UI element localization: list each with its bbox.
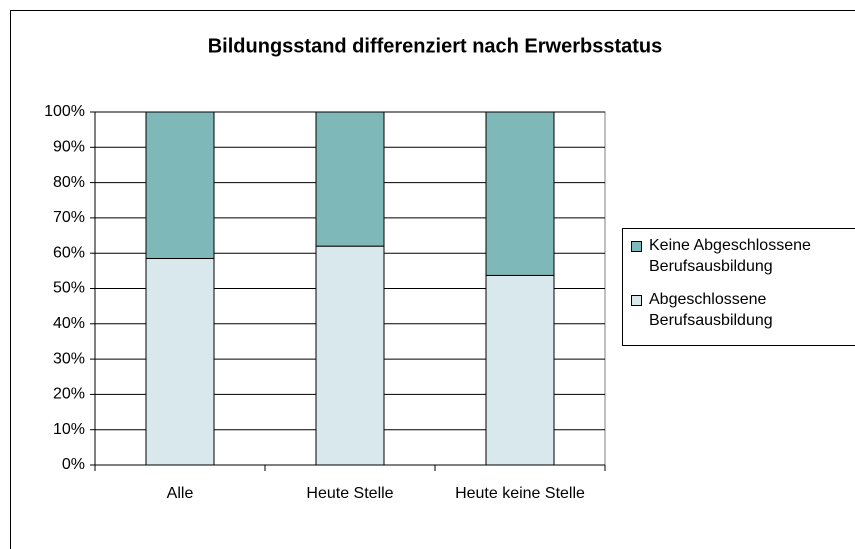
legend-swatch — [631, 241, 642, 252]
legend-item: Keine Abgeschlossene Berufsausbildung — [623, 235, 855, 277]
bar-segment — [315, 111, 385, 247]
x-tick-label: Alle — [166, 485, 194, 502]
bar-segment — [145, 257, 215, 466]
y-tick-label: 70% — [53, 209, 85, 226]
x-tick-label: Heute keine Stelle — [455, 485, 585, 502]
bar-segment — [485, 111, 555, 276]
chart-title: Bildungsstand differenziert nach Erwerbs… — [208, 35, 663, 57]
bar-segment — [485, 274, 555, 466]
y-tick-label: 60% — [53, 244, 85, 261]
bar-segment — [145, 111, 215, 259]
y-tick-label: 90% — [53, 139, 85, 156]
y-tick-label: 20% — [53, 386, 85, 403]
y-tick-label: 100% — [44, 103, 85, 120]
legend-swatch — [631, 295, 642, 306]
legend-label: Abgeschlossene Berufsausbildung — [649, 291, 773, 329]
y-tick-label: 30% — [53, 350, 85, 367]
y-tick-label: 0% — [62, 456, 85, 473]
y-tick-label: 40% — [53, 315, 85, 332]
y-tick-label: 80% — [53, 174, 85, 191]
y-tick-label: 10% — [53, 421, 85, 438]
legend-item: Abgeschlossene Berufsausbildung — [623, 289, 855, 331]
x-tick-label: Heute Stelle — [306, 485, 394, 502]
y-tick-label: 50% — [53, 280, 85, 297]
bar-segment — [315, 245, 385, 466]
legend-label: Keine Abgeschlossene Berufsausbildung — [649, 237, 811, 275]
legend: Keine Abgeschlossene Berufsausbildung Abg… — [622, 228, 855, 346]
